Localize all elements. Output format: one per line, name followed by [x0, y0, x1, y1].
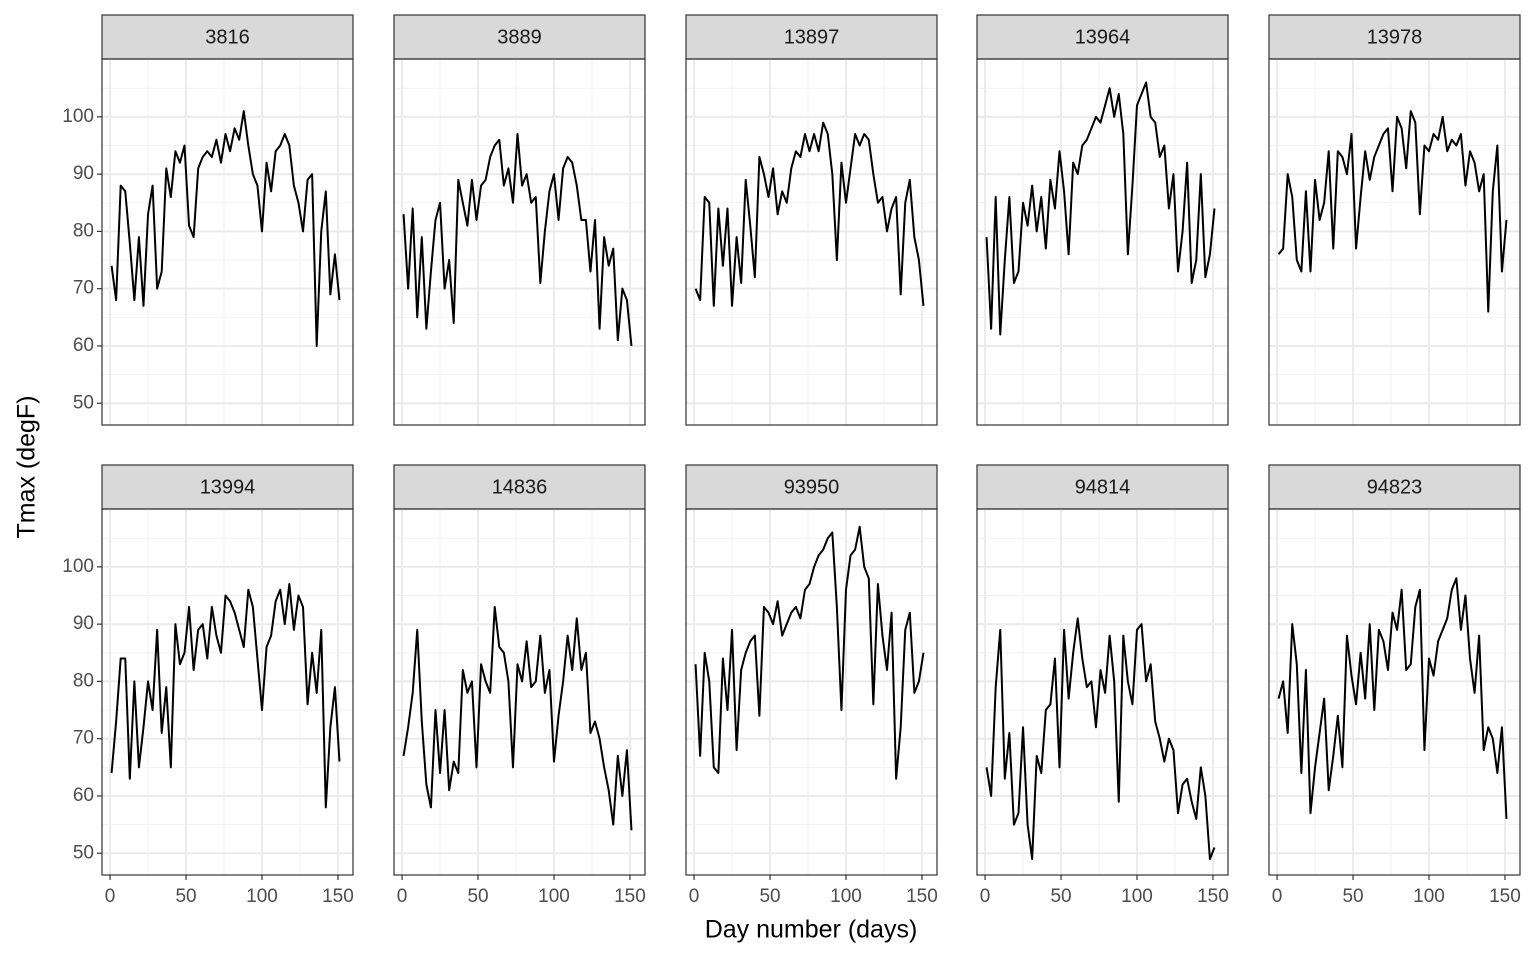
strip — [685, 14, 938, 60]
panel-border — [393, 508, 646, 876]
x-tick-label: 100 — [830, 886, 862, 907]
strip — [976, 464, 1229, 510]
strip — [685, 464, 938, 510]
y-tick-label: 80 — [73, 670, 94, 691]
strip-label: 3816 — [205, 26, 250, 48]
y-tick-label: 80 — [73, 220, 94, 241]
y-tick-label: 70 — [73, 728, 94, 749]
y-tick-label: 60 — [73, 335, 94, 356]
x-tick-label: 50 — [175, 886, 196, 907]
line — [1277, 110, 1508, 313]
y-tick-label: 100 — [62, 556, 94, 577]
strip-label: 14836 — [492, 476, 548, 498]
strip-label: 13897 — [784, 26, 840, 48]
line — [694, 525, 925, 780]
panel-border — [685, 58, 938, 426]
x-tick-label: 100 — [246, 886, 278, 907]
panel-border — [1268, 58, 1521, 426]
x-tick-label: 50 — [467, 886, 488, 907]
y-tick-label: 100 — [62, 106, 94, 127]
line — [694, 121, 925, 307]
x-tick-label: 100 — [1121, 886, 1153, 907]
panel-border — [976, 508, 1229, 876]
x-tick-label: 50 — [759, 886, 780, 907]
y-tick-label: 50 — [73, 392, 94, 413]
line — [1277, 577, 1508, 819]
x-tick-label: 0 — [105, 886, 116, 907]
panel-border — [685, 508, 938, 876]
line — [110, 583, 341, 809]
x-tick-label: 50 — [1342, 886, 1363, 907]
strip-label: 94823 — [1367, 476, 1423, 498]
line — [402, 605, 633, 831]
panel-border — [101, 58, 354, 426]
panel-border — [1268, 508, 1521, 876]
strip-label: 13978 — [1367, 26, 1423, 48]
panel-border — [393, 58, 646, 426]
y-tick-label: 50 — [73, 842, 94, 863]
line — [985, 617, 1216, 860]
strip-label: 93950 — [784, 476, 840, 498]
x-tick-label: 0 — [397, 886, 408, 907]
x-axis-title: Day number (days) — [705, 916, 918, 944]
x-tick-label: 0 — [980, 886, 991, 907]
strip — [393, 464, 646, 510]
x-tick-label: 50 — [1050, 886, 1071, 907]
y-tick-label: 90 — [73, 163, 94, 184]
strip — [101, 14, 354, 60]
strip-label: 13964 — [1075, 26, 1131, 48]
strip — [1268, 464, 1521, 510]
strip-label: 3889 — [497, 26, 542, 48]
strip — [393, 14, 646, 60]
y-tick-label: 60 — [73, 785, 94, 806]
y-tick-label: 90 — [73, 613, 94, 634]
strip — [1268, 14, 1521, 60]
strip — [101, 464, 354, 510]
line — [110, 110, 341, 347]
y-axis-title: Tmax (degF) — [13, 395, 41, 538]
x-tick-label: 100 — [538, 886, 570, 907]
x-tick-label: 0 — [1272, 886, 1283, 907]
x-tick-label: 150 — [1197, 886, 1229, 907]
strip-label: 13994 — [200, 476, 256, 498]
x-tick-label: 150 — [906, 886, 938, 907]
panel-border — [101, 508, 354, 876]
line — [985, 81, 1216, 336]
y-tick-label: 70 — [73, 278, 94, 299]
x-tick-label: 100 — [1413, 886, 1445, 907]
strip-label: 94814 — [1075, 476, 1131, 498]
panel-border — [976, 58, 1229, 426]
line — [402, 133, 633, 347]
x-tick-label: 0 — [689, 886, 700, 907]
strip — [976, 14, 1229, 60]
x-tick-label: 150 — [1489, 886, 1521, 907]
x-tick-label: 150 — [614, 886, 646, 907]
x-tick-label: 150 — [322, 886, 354, 907]
